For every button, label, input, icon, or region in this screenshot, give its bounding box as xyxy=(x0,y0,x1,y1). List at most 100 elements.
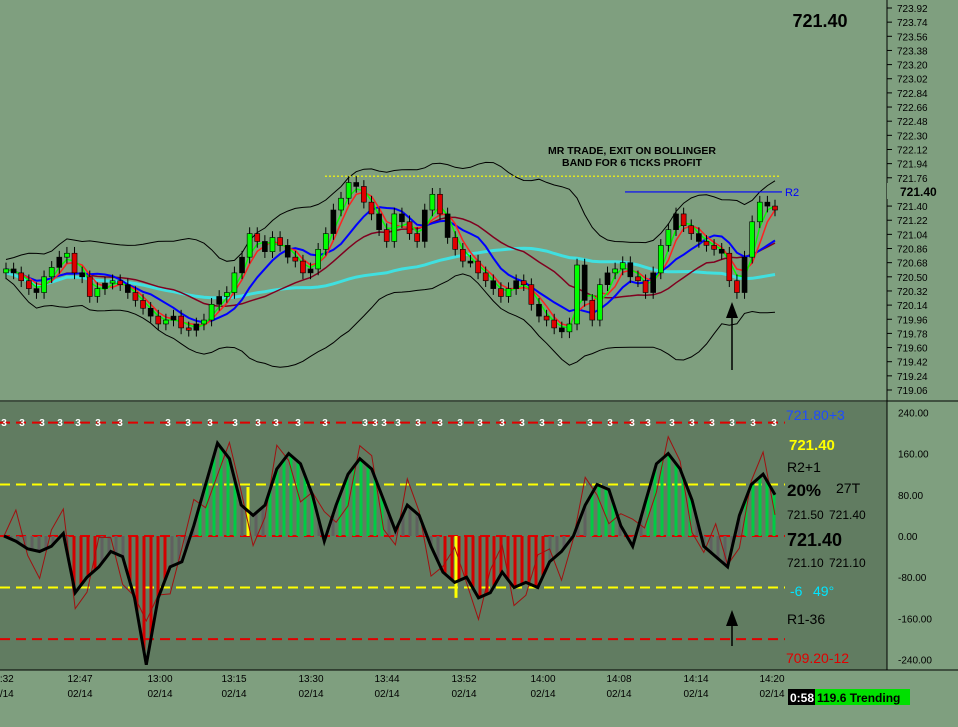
candle-body xyxy=(94,288,101,297)
candle-body xyxy=(292,256,299,262)
candle-body xyxy=(140,300,146,309)
candle-body xyxy=(498,288,504,297)
oscillator-marker-3: 3 xyxy=(185,418,191,429)
bollinger-upper xyxy=(5,161,776,262)
info-s-level: 709.20-12 xyxy=(786,650,849,666)
info-angle-b: 49° xyxy=(813,583,834,599)
oscillator-tick-label: 0.00 xyxy=(898,532,918,543)
oscillator-marker-3: 3 xyxy=(273,418,279,429)
candle-body xyxy=(559,327,565,333)
candle-body xyxy=(482,272,489,282)
oscillator-marker-3: 3 xyxy=(362,418,368,429)
oscillator-marker-3: 3 xyxy=(295,418,301,429)
oscillator-marker-3: 3 xyxy=(57,418,63,429)
date-label: 02/14 xyxy=(451,689,476,700)
time-label: 12:47 xyxy=(67,674,92,685)
candle-body xyxy=(741,256,748,293)
candle-body xyxy=(764,201,771,207)
oscillator-marker-3: 3 xyxy=(477,418,483,429)
oscillator-marker-3: 3 xyxy=(557,418,563,429)
info-low-a: 721.10 xyxy=(787,556,824,570)
oscillator-marker-3: 3 xyxy=(19,418,25,429)
oscillator-axis-ticks: 240.00 160.00 80.00 0.00 -80.00 -160.00 -240.0… xyxy=(898,408,932,666)
price-tick-label: 721.94 xyxy=(897,160,928,171)
oscillator-tick-label: -80.00 xyxy=(898,573,927,584)
time-label: 3:32 xyxy=(0,674,14,685)
candle-body xyxy=(734,280,740,293)
oscillator-tick-label: 80.00 xyxy=(898,491,923,502)
candle-body xyxy=(574,264,580,325)
candle-body xyxy=(505,288,512,297)
oscillator-marker-3: 3 xyxy=(519,418,525,429)
info-high-a: 721.50 xyxy=(787,508,824,522)
oscillator-marker-3: 3 xyxy=(1,418,7,429)
candle-body xyxy=(756,201,763,223)
oscillator-marker-3: 3 xyxy=(395,418,401,429)
oscillator-marker-3: 3 xyxy=(669,418,675,429)
candle-body xyxy=(109,280,116,284)
candle-body xyxy=(277,237,283,246)
oscillator-marker-3: 3 xyxy=(709,418,715,429)
date-label: 02/14 xyxy=(606,689,631,700)
candle-body xyxy=(201,319,207,325)
candle-body xyxy=(543,315,550,321)
candle-body xyxy=(26,280,32,289)
info-angle-a: -6 xyxy=(790,583,803,599)
info-high-b: 721.40 xyxy=(829,508,866,522)
info-last: 721.40 xyxy=(789,437,835,454)
oscillator-marker-3: 3 xyxy=(750,418,756,429)
candle-body xyxy=(528,284,535,305)
oscillator-main-line xyxy=(3,439,777,666)
price-tick-label: 721.04 xyxy=(897,230,928,241)
price-tick-label: 719.78 xyxy=(897,329,928,340)
time-label: 14:20 xyxy=(759,674,784,685)
candle-body xyxy=(163,319,169,325)
price-tick-label: 723.20 xyxy=(897,61,928,72)
oscillator-marker-3: 3 xyxy=(39,418,45,429)
price-tick-label: 722.84 xyxy=(897,89,928,100)
candle-body xyxy=(353,182,360,187)
status-timer: 0:58 xyxy=(790,691,814,705)
candle-body xyxy=(246,233,253,258)
candle-body xyxy=(406,221,413,234)
candle-body xyxy=(772,205,778,211)
date-label: 02/14 xyxy=(147,689,172,700)
candle-body xyxy=(718,249,725,254)
time-label: 13:00 xyxy=(147,674,172,685)
up-arrow-price xyxy=(726,302,738,370)
oscillator-marker-3: 3 xyxy=(499,418,505,429)
last-price-title: 721.40 xyxy=(792,11,847,31)
candle-body xyxy=(269,237,276,252)
candle-body xyxy=(490,280,497,289)
oscillator-marker-3: 3 xyxy=(117,418,123,429)
time-label: 13:52 xyxy=(451,674,476,685)
candle-body xyxy=(566,323,573,333)
candle-body xyxy=(86,276,93,297)
oscillator-marker-3: 3 xyxy=(232,418,238,429)
info-current: 721.40 xyxy=(787,530,842,550)
candle-body xyxy=(376,213,382,230)
price-tick-label: 719.96 xyxy=(897,315,928,326)
candle-body xyxy=(56,256,63,268)
price-tick-label: 721.76 xyxy=(897,174,928,185)
candle-body xyxy=(460,249,466,262)
candle-body xyxy=(18,272,25,282)
info-low-b: 721.10 xyxy=(829,556,866,570)
candle-body xyxy=(414,233,420,242)
candle-body xyxy=(749,221,755,258)
candle-body xyxy=(284,245,291,258)
price-tick-label: 720.86 xyxy=(897,245,928,256)
candle-body xyxy=(680,213,687,227)
candle-body xyxy=(3,268,9,274)
r2-label: R2 xyxy=(785,187,799,199)
candle-body xyxy=(536,304,542,317)
price-tick-label: 719.42 xyxy=(897,358,928,369)
candles xyxy=(3,176,778,339)
info-r2-count: R2+1 xyxy=(787,459,821,475)
price-tick-label: 721.40 xyxy=(897,202,928,213)
oscillator-marker-3: 3 xyxy=(372,418,378,429)
time-label: 14:00 xyxy=(530,674,555,685)
candle-body xyxy=(391,213,398,242)
candle-body xyxy=(178,315,184,329)
date-label: 02/14 xyxy=(374,689,399,700)
